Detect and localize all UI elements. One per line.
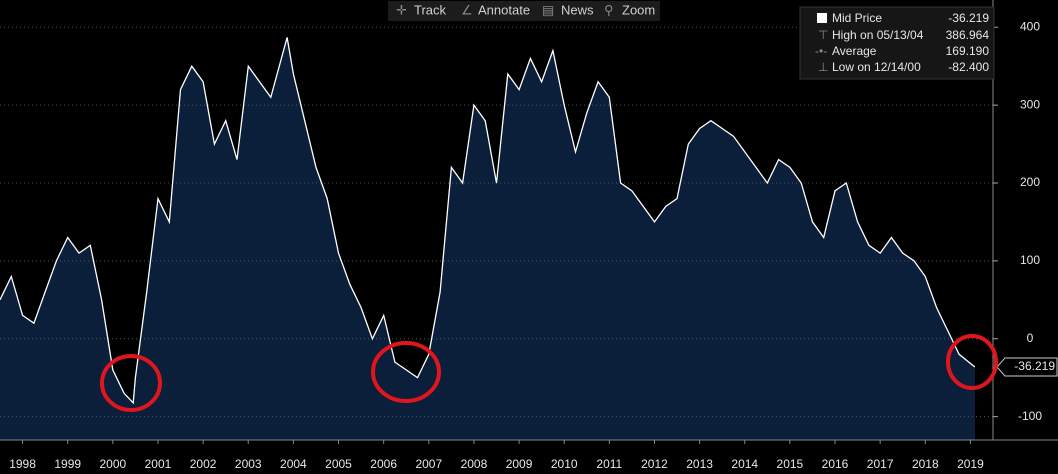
x-tick-label: 1998 xyxy=(9,457,36,471)
x-tick-label: 2018 xyxy=(912,457,939,471)
y-tick-label: 100 xyxy=(1020,253,1040,267)
x-tick-label: 1999 xyxy=(54,457,81,471)
svg-text:▤: ▤ xyxy=(542,2,554,17)
legend-label: Average xyxy=(832,44,877,58)
news-label[interactable]: News xyxy=(561,2,594,17)
x-tick-label: 2010 xyxy=(551,457,578,471)
annotate-button[interactable]: ∠ Annotate xyxy=(461,2,530,17)
annotate-label[interactable]: Annotate xyxy=(478,2,530,17)
x-tick-label: 2017 xyxy=(867,457,894,471)
x-tick-label: 2015 xyxy=(777,457,804,471)
legend-bg xyxy=(799,6,995,80)
svg-text:∠: ∠ xyxy=(461,2,473,17)
y-tick-label: -100 xyxy=(1018,409,1042,423)
svg-text:⊤: ⊤ xyxy=(818,28,828,42)
y-tick-label: 400 xyxy=(1020,19,1040,33)
y-tick-label: 0 xyxy=(1027,331,1034,345)
legend: Mid Price -36.219 ⊤ High on 05/13/04 386… xyxy=(799,6,995,80)
track-label[interactable]: Track xyxy=(414,2,447,17)
highlight-circle xyxy=(371,341,441,403)
area xyxy=(0,37,975,441)
x-tick-label: 2007 xyxy=(415,457,442,471)
x-tick-label: 2006 xyxy=(370,457,397,471)
svg-text:-•-: -•- xyxy=(815,44,827,58)
legend-value: 386.964 xyxy=(946,28,990,42)
highlight-circle xyxy=(946,334,998,390)
x-tick-label: 2002 xyxy=(190,457,217,471)
toolbar: ✛ Track ∠ Annotate ▤ News ⚲ Zoom xyxy=(388,1,660,21)
legend-label: High on 05/13/04 xyxy=(832,28,924,42)
y-tick-label: 200 xyxy=(1020,175,1040,189)
highlight-circle xyxy=(100,354,162,412)
legend-swatch xyxy=(817,13,827,23)
last-value-tag xyxy=(996,357,1058,377)
x-tick-label: 2014 xyxy=(731,457,758,471)
last-value-label: -36.219 xyxy=(1014,359,1055,373)
x-tick-label: 2005 xyxy=(325,457,352,471)
line xyxy=(0,37,976,405)
svg-text:⊥: ⊥ xyxy=(818,60,828,74)
legend-label: Low on 12/14/00 xyxy=(832,60,921,74)
legend-value: 169.190 xyxy=(946,44,990,58)
x-tick-label: 2001 xyxy=(145,457,172,471)
x-tick-label: 2012 xyxy=(641,457,668,471)
x-tick-label: 2011 xyxy=(596,457,622,471)
x-tick-label: 2003 xyxy=(235,457,262,471)
svg-text:✛: ✛ xyxy=(396,2,407,17)
legend-value: -36.219 xyxy=(948,11,989,25)
x-tick-label: 2013 xyxy=(686,457,713,471)
zoom-label[interactable]: Zoom xyxy=(622,2,655,17)
x-tick-label: 2000 xyxy=(99,457,126,471)
legend-value: -82.400 xyxy=(948,60,989,74)
zoom-button[interactable]: ⚲ Zoom xyxy=(604,2,655,17)
highlights xyxy=(100,334,998,412)
x-tick-label: 2008 xyxy=(461,457,488,471)
x-tick-label: 2004 xyxy=(280,457,307,471)
svg-text:⚲: ⚲ xyxy=(604,2,614,17)
y-tick-label: 300 xyxy=(1020,97,1040,111)
legend-label: Mid Price xyxy=(832,11,882,25)
x-tick-label: 2009 xyxy=(506,457,533,471)
toolbar-bg xyxy=(388,1,660,21)
news-button[interactable]: ▤ News xyxy=(542,2,594,17)
x-tick-label: 2019 xyxy=(957,457,984,471)
track-button[interactable]: ✛ Track xyxy=(396,2,447,17)
x-tick-label: 2016 xyxy=(822,457,849,471)
